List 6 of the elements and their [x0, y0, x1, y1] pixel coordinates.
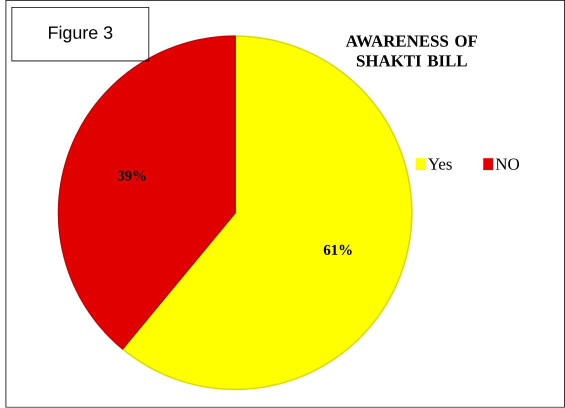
caption: Figure 3	[49, 26, 112, 43]
data-label: 61%	[324, 244, 352, 256]
chart-title: AWARENESS OF SHAKTI BILL	[346, 36, 478, 67]
legend-label: Yes	[428, 158, 452, 170]
legend-label: NO	[496, 158, 520, 170]
data-label: 39%	[118, 170, 146, 181]
